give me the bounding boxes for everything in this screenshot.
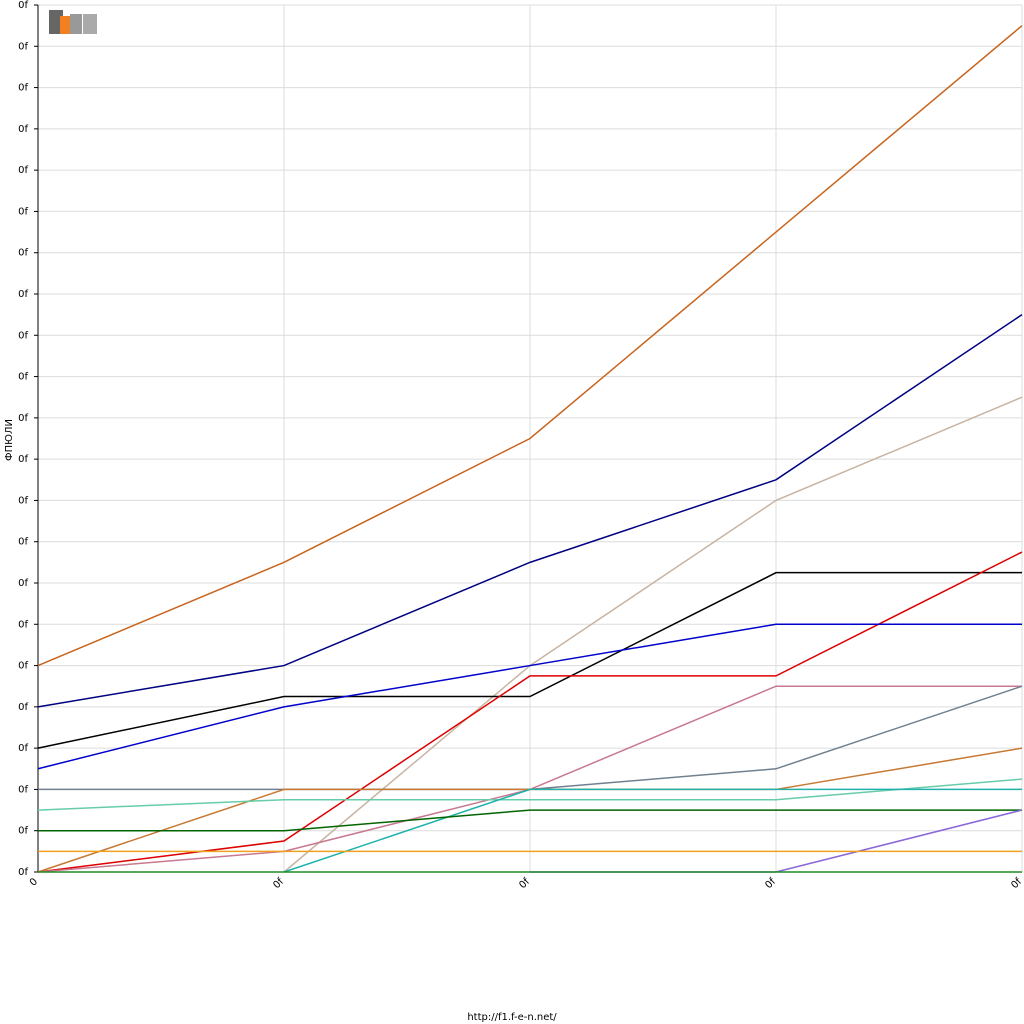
y-tick-label: 0f (18, 289, 28, 300)
series-line (283, 788, 1022, 873)
y-tick-label: 0f (18, 702, 28, 713)
x-tick-label: 0f (1009, 876, 1024, 891)
series-line (283, 396, 1023, 873)
logo-1 (60, 16, 70, 34)
logo-n (83, 14, 97, 34)
y-tick-label: 0f (18, 578, 28, 589)
logo-e (70, 14, 82, 34)
series-line (37, 314, 1023, 708)
y-tick-label: 0f (18, 661, 28, 672)
y-tick-label: 0f (18, 619, 28, 630)
y-tick-label: 0f (18, 124, 28, 135)
series-line (37, 778, 1023, 811)
y-tick-label: 0f (18, 0, 28, 11)
series-line (37, 571, 1022, 749)
y-tick-label: 0f (18, 826, 28, 837)
y-tick-label: 0f (18, 83, 28, 94)
y-tick-label: 0f (18, 495, 28, 506)
y-tick-label: 0f (18, 206, 28, 217)
y-tick-label: 0f (18, 165, 28, 176)
x-tick-label: 0f (271, 876, 286, 891)
footer: http://f1.f-e-n.net/ (467, 1012, 557, 1023)
y-tick-label: 0f (18, 248, 28, 259)
logo-f (49, 10, 63, 34)
logo (48, 8, 98, 34)
x-tick-label: 0f (763, 876, 778, 891)
y-tick-label: 0f (18, 413, 28, 424)
y-tick-label: 0f (18, 330, 28, 341)
y-tick-label: 0f (18, 537, 28, 548)
series-line (38, 809, 1022, 832)
y-tick-label: 0f (18, 784, 28, 795)
series-line (37, 623, 1022, 770)
y-tick-label: 0f (18, 41, 28, 52)
y-tick-label: 0f (18, 743, 28, 754)
y-tick-label: 0f (18, 454, 28, 465)
y-tick-label: 0f (18, 867, 28, 878)
y-axis-label: ФПЮЛИ (4, 419, 15, 461)
series-line (37, 25, 1023, 667)
x-tick-label: 0f (517, 876, 532, 891)
y-tick-label: 0f (18, 372, 28, 383)
x-tick-label: 0 (28, 876, 40, 888)
